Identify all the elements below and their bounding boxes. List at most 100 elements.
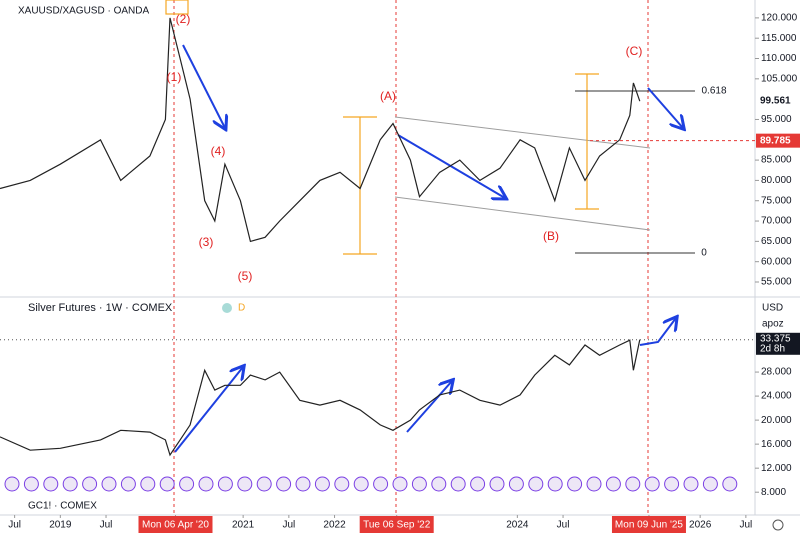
x-tick-label: Jul — [557, 520, 570, 531]
event-icon — [547, 476, 563, 492]
wave-label: (1) — [167, 70, 182, 84]
x-tick-label: 2022 — [323, 520, 346, 531]
date-tag — [359, 516, 434, 533]
symbol-title: Silver Futures · 1W · COMEX — [28, 302, 173, 314]
price-tag-label: 99.561 — [760, 96, 791, 107]
price-tag — [756, 332, 800, 355]
y-tick-label: 120.000 — [761, 13, 798, 24]
event-icon — [295, 476, 311, 492]
event-icon — [528, 476, 544, 492]
event-icon — [82, 476, 98, 492]
wave-label: (A) — [380, 89, 396, 103]
settings-icon — [772, 519, 784, 531]
price-line — [0, 339, 641, 457]
symbol-title: XAUUSD/XAGUSD · OANDA — [18, 6, 149, 17]
y-tick-label: 55.000 — [761, 277, 792, 288]
event-icon — [373, 476, 389, 492]
event-icon — [62, 476, 78, 492]
event-icon — [664, 476, 680, 492]
range-box — [165, 0, 189, 15]
x-tick-label: Jul — [8, 520, 21, 531]
price-tag — [756, 93, 800, 108]
channel-line — [394, 116, 651, 149]
arrow — [397, 134, 505, 198]
arrow — [182, 44, 225, 128]
y-tick-label: 110.000 — [761, 53, 797, 64]
event-icon — [392, 476, 408, 492]
event-icon — [702, 476, 718, 492]
channel-line — [394, 196, 651, 231]
date-tag — [611, 516, 686, 533]
event-icon — [431, 476, 447, 492]
x-tick-label: Jul — [739, 520, 752, 531]
y-tick-label: 80.000 — [761, 175, 792, 186]
arrow — [647, 87, 683, 128]
wave-label: (3) — [199, 235, 214, 249]
event-icon — [217, 476, 233, 492]
fib-label: 0 — [701, 248, 707, 259]
event-icon — [198, 476, 214, 492]
event-icon — [334, 476, 350, 492]
y-tick-label: 75.000 — [761, 195, 792, 206]
countdown: 2d 8h — [760, 343, 785, 354]
event-icon — [683, 476, 699, 492]
price-line — [0, 17, 641, 243]
arrow — [639, 318, 676, 346]
arrows — [174, 44, 683, 453]
wave-label: (5) — [238, 269, 253, 283]
interval-badge: D — [238, 303, 245, 314]
event-icon — [625, 476, 641, 492]
date-tag — [138, 516, 213, 533]
price-tag-label: 89.785 — [760, 135, 791, 146]
fib-levels — [575, 90, 695, 254]
event-icon — [470, 476, 486, 492]
fib-label: 0.618 — [701, 86, 726, 97]
fib-ranges — [165, 0, 599, 255]
y-tick-label: 85.000 — [761, 155, 792, 166]
y-tick-label: 60.000 — [761, 256, 792, 267]
channel — [394, 116, 651, 231]
event-icon — [644, 476, 660, 492]
event-icon — [489, 476, 505, 492]
event-icon — [159, 476, 175, 492]
x-tick-label: Mon 09 Jun '25 — [615, 520, 684, 531]
currency: USD — [762, 303, 783, 314]
event-icon — [23, 476, 39, 492]
wave-label: (4) — [211, 144, 226, 158]
x-tick-label: 2026 — [689, 520, 712, 531]
footer-symbol: GC1! · COMEX — [28, 501, 97, 512]
event-icon — [179, 476, 195, 492]
wave-label: (2) — [176, 12, 191, 26]
status-dot — [222, 303, 232, 313]
wave-label: (C) — [626, 44, 643, 58]
event-icon — [586, 476, 602, 492]
date-markers — [173, 0, 649, 515]
x-tick-label: Mon 06 Apr '20 — [142, 520, 209, 531]
event-icon — [43, 476, 59, 492]
wave-label: (B) — [543, 229, 559, 243]
event-icon — [276, 476, 292, 492]
price-tag-label: 33.375 — [760, 333, 791, 344]
event-icon — [508, 476, 524, 492]
y-tick-label: 115.000 — [761, 33, 797, 44]
event-icon — [450, 476, 466, 492]
price-tag — [756, 133, 800, 148]
x-tick-label: 2019 — [49, 520, 72, 531]
event-icon — [353, 476, 369, 492]
event-icon — [237, 476, 253, 492]
y-tick-label: 24.000 — [761, 391, 792, 402]
event-icon — [120, 476, 136, 492]
event-icon — [101, 476, 117, 492]
x-tick-label: Jul — [100, 520, 113, 531]
event-icon — [722, 476, 738, 492]
y-tick-label: 8.000 — [761, 487, 786, 498]
event-icons — [4, 476, 738, 492]
event-icon — [256, 476, 272, 492]
event-icon — [140, 476, 156, 492]
y-tick-label: 16.000 — [761, 439, 792, 450]
arrow — [174, 367, 243, 453]
x-tick-label: 2024 — [506, 520, 529, 531]
x-tick-label: Jul — [282, 520, 295, 531]
